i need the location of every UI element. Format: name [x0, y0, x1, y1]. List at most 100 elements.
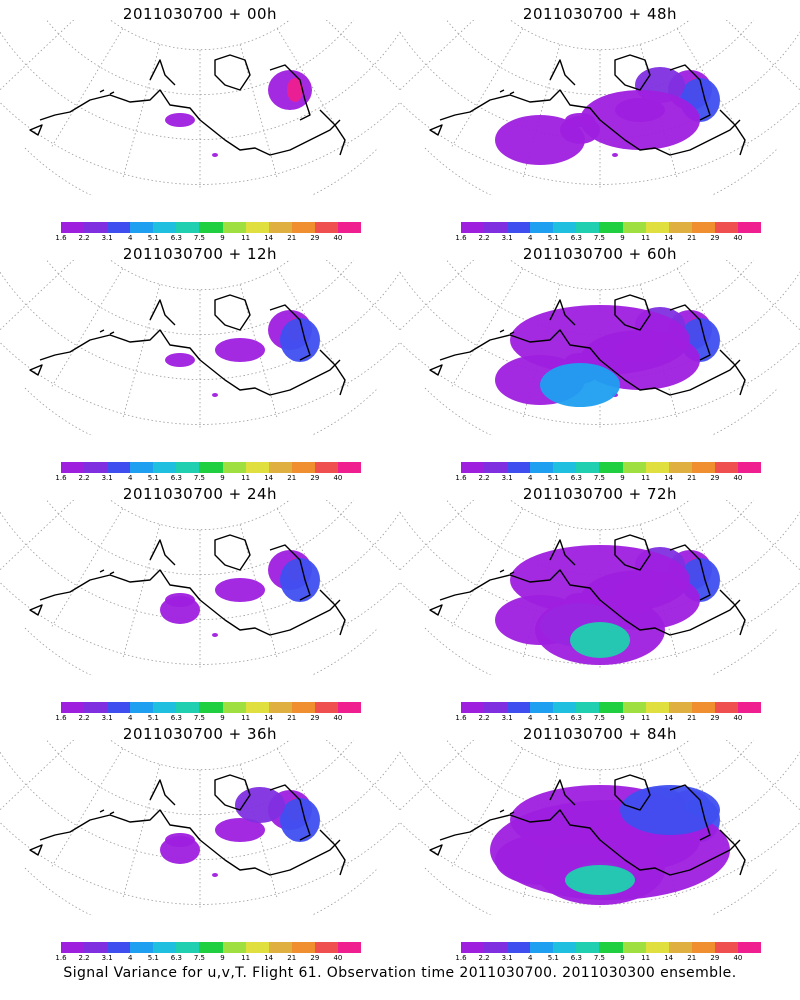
colorbar-segment	[153, 222, 177, 233]
coastline	[29, 534, 346, 636]
colorbar-segment	[222, 702, 246, 713]
colorbar-segment	[245, 222, 269, 233]
colorbar-segment	[507, 702, 531, 713]
colorbar-labels: 1.6 2.2 3.1 4 5.1 6.3 7.5 9 11 14 21 29 40	[55, 234, 361, 244]
colorbar-segment	[291, 462, 315, 473]
colorbar-tick-label: 9	[220, 714, 225, 722]
coastline	[429, 774, 746, 876]
variance-field	[160, 787, 320, 877]
colorbar-segment	[107, 462, 131, 473]
colorbar-segment	[61, 462, 85, 473]
colorbar-segment	[530, 702, 554, 713]
colorbar-segment	[622, 222, 646, 233]
colorbar-segment	[622, 462, 646, 473]
colorbar-tick-label: 21	[687, 714, 697, 722]
colorbar	[61, 942, 362, 953]
polar-map	[0, 740, 400, 915]
colorbar-tick-label: 1.6	[455, 954, 467, 962]
colorbar-segment	[622, 702, 646, 713]
colorbar-segment	[691, 942, 715, 953]
lat-lon-grid	[0, 500, 400, 675]
colorbar-tick-label: 5.1	[547, 714, 559, 722]
colorbar-segment	[222, 222, 246, 233]
colorbar-segment	[576, 942, 600, 953]
coastline	[29, 294, 346, 396]
colorbar-segment	[199, 462, 223, 473]
panel-title: 2011030700 + 00h	[122, 5, 278, 23]
variance-field	[495, 67, 720, 165]
colorbar-segment	[530, 462, 554, 473]
colorbar-tick-label: 21	[687, 954, 697, 962]
colorbar	[61, 462, 362, 473]
coastline	[429, 294, 746, 396]
colorbar-tick-label: 9	[620, 954, 625, 962]
colorbar-tick-label: 40	[333, 234, 343, 242]
colorbar-tick-label: 29	[710, 714, 720, 722]
coastline	[429, 534, 746, 636]
colorbar-segment	[268, 222, 292, 233]
colorbar-tick-label: 2.2	[478, 474, 490, 482]
colorbar-tick-label: 3.1	[101, 714, 113, 722]
colorbar-segment	[645, 702, 669, 713]
colorbar-segment	[530, 942, 554, 953]
colorbar-tick-label: 9	[620, 474, 625, 482]
colorbar-segment	[291, 702, 315, 713]
panel-title: 2011030700 + 84h	[522, 725, 678, 743]
colorbar-tick-label: 7.5	[593, 714, 606, 722]
colorbar-segment	[176, 942, 200, 953]
colorbar-tick-label: 6.3	[570, 234, 582, 242]
colorbar-segment	[645, 222, 669, 233]
colorbar-tick-label: 2.2	[478, 714, 490, 722]
colorbar-tick-label: 11	[241, 474, 251, 482]
colorbar-segment	[691, 222, 715, 233]
colorbar-segment	[553, 462, 577, 473]
colorbar-segment	[737, 222, 762, 233]
colorbar-tick-label: 2.2	[78, 474, 90, 482]
colorbar-tick-label: 6.3	[170, 714, 182, 722]
colorbar-tick-label: 9	[220, 234, 225, 242]
coastline	[429, 54, 746, 156]
colorbar-segment	[668, 222, 692, 233]
colorbar-segment	[84, 942, 108, 953]
colorbar-segment	[668, 702, 692, 713]
colorbar-segment	[222, 462, 246, 473]
colorbar-labels: 1.6 2.2 3.1 4 5.1 6.3 7.5 9 11 14 21 29 40	[455, 474, 761, 484]
colorbar-tick-label: 9	[620, 714, 625, 722]
colorbar-tick-label: 40	[333, 714, 343, 722]
colorbar-tick-label: 1.6	[455, 714, 467, 722]
panel-title: 2011030700 + 12h	[122, 245, 278, 263]
colorbar-tick-label: 21	[287, 234, 297, 242]
colorbar-tick-label: 14	[664, 714, 674, 722]
colorbar-segment	[291, 222, 315, 233]
colorbar-tick-label: 29	[710, 234, 720, 242]
colorbar-segment	[461, 222, 485, 233]
map-panel: 2011030700 + 48h 1.6 2.2 3.1 4 5.1 6.3 7.5 9 11 14…	[400, 0, 800, 242]
colorbar-tick-label: 40	[733, 234, 743, 242]
panel-title: 2011030700 + 36h	[122, 725, 278, 743]
colorbar-segment	[484, 462, 508, 473]
colorbar-segment	[130, 462, 154, 473]
colorbar-segment	[484, 942, 508, 953]
colorbar-segment	[645, 462, 669, 473]
colorbar-segment	[199, 942, 223, 953]
lat-lon-grid	[0, 740, 400, 915]
colorbar-segment	[291, 942, 315, 953]
colorbar-segment	[714, 942, 738, 953]
colorbar-tick-label: 7.5	[193, 954, 206, 962]
colorbar-tick-label: 7.5	[193, 714, 206, 722]
colorbar-tick-label: 1.6	[55, 234, 67, 242]
map-panel: 2011030700 + 00h 1.6 2.2 3.1 4 5.1 6.3 7.5 9 11 14…	[0, 0, 400, 242]
colorbar-segment	[599, 702, 623, 713]
colorbar-tick-label: 5.1	[147, 474, 159, 482]
colorbar-segment	[107, 222, 131, 233]
colorbar-segment	[268, 702, 292, 713]
colorbar-tick-label: 11	[641, 954, 651, 962]
colorbar-segment	[714, 222, 738, 233]
colorbar-segment	[576, 702, 600, 713]
colorbar-tick-label: 9	[220, 474, 225, 482]
colorbar-segment	[84, 702, 108, 713]
colorbar-segment	[84, 222, 108, 233]
colorbar-tick-label: 5.1	[147, 714, 159, 722]
colorbar-segment	[107, 942, 131, 953]
colorbar-segment	[737, 462, 762, 473]
